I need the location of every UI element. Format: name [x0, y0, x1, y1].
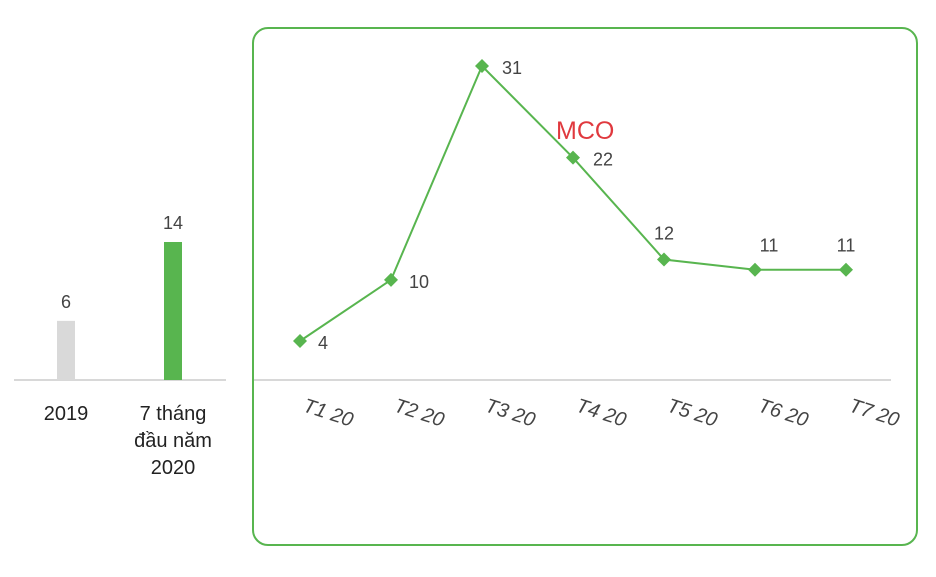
- bar-chart: 6 2019 14 7 tháng đầu năm 2020: [14, 213, 226, 479]
- monthly-line-chart-panel: MCO 4 T1 20 10 T2 20 31 T3 20 22 T4 20 12 T5 20 11…: [252, 27, 918, 546]
- bar-2: [164, 242, 182, 380]
- x-tick-label: T6 20: [755, 395, 810, 432]
- diamond-marker: [293, 334, 307, 348]
- x-tick-label: T1 20: [300, 395, 355, 432]
- diamond-marker: [657, 252, 671, 267]
- diamond-marker: [475, 59, 489, 73]
- series-line: [299, 64, 846, 342]
- bar-value-label: 6: [61, 292, 71, 312]
- x-tick-label: T4 20: [573, 395, 628, 432]
- line-chart: MCO 4 T1 20 10 T2 20 31 T3 20 22 T4 20 12 T5 20 11…: [254, 58, 902, 432]
- point-value-label: 31: [502, 58, 522, 78]
- diamond-marker: [384, 272, 398, 287]
- x-tick-label: T3 20: [482, 395, 537, 432]
- point-value-label: 10: [409, 272, 429, 292]
- diamond-marker: [566, 150, 580, 165]
- diamond-marker: [839, 262, 853, 277]
- mco-annotation: MCO: [556, 117, 614, 145]
- x-tick-label: T7 20: [846, 395, 901, 432]
- point-value-label: 11: [837, 236, 856, 256]
- point-value-label: 11: [760, 236, 779, 256]
- point-value-label: 22: [593, 150, 613, 170]
- point-value-label: 12: [654, 224, 674, 244]
- bar-1: [57, 320, 75, 380]
- bar-category-label: 2019: [44, 403, 89, 425]
- x-tick-label: T5 20: [664, 395, 719, 432]
- bar-value-label: 14: [163, 213, 183, 233]
- bar-category-label: 7 tháng đầu năm 2020: [134, 403, 212, 479]
- x-tick-label: T2 20: [391, 395, 446, 432]
- point-value-label: 4: [318, 333, 328, 353]
- diamond-marker: [748, 262, 762, 277]
